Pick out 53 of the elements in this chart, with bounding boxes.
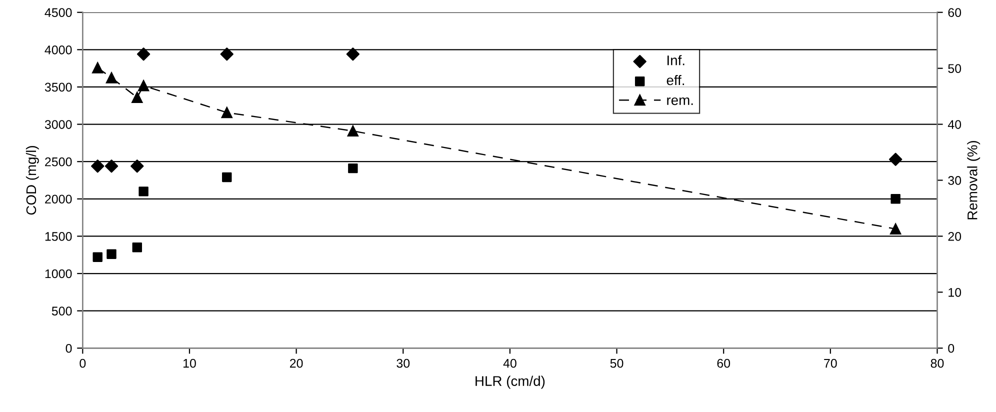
point (890, 223, 902, 234)
y2-tick-label: 20 (948, 232, 962, 241)
point (92, 252, 102, 262)
y2-tick-label: 40 (948, 120, 962, 129)
point (347, 125, 358, 137)
y2-tick-label: 10 (948, 288, 962, 297)
point (222, 172, 232, 182)
point (132, 242, 142, 252)
y-axis-title: COD (mg/l) (26, 146, 39, 215)
legend-label: Inf. (668, 55, 684, 66)
point (138, 186, 148, 196)
x-tick-label: 20 (290, 358, 303, 368)
point (106, 72, 118, 84)
point (92, 62, 104, 74)
y-tick-label: 2000 (45, 194, 72, 204)
point (91, 159, 104, 173)
x-tick-label: 0 (80, 358, 86, 368)
point (348, 163, 358, 174)
y-tick-label: 2500 (45, 157, 72, 166)
x-tick-label: 60 (717, 358, 730, 368)
legend-label: eff. (666, 74, 684, 86)
y2-axis-title: Removal (%) (967, 140, 980, 220)
point (346, 48, 360, 61)
point (132, 92, 143, 103)
x-tick-label: 40 (503, 358, 516, 368)
point (106, 249, 116, 259)
y-tick-label: 3000 (44, 120, 72, 129)
y-tick-label: 3500 (44, 82, 72, 92)
x-tick-label: 30 (396, 358, 410, 368)
x-tick-label: 80 (930, 358, 944, 368)
y2-tick-label: 30 (948, 176, 962, 185)
y-tick-label: 0 (66, 344, 72, 353)
x-tick-label: 50 (610, 358, 624, 368)
y-tick-label: 4500 (44, 8, 72, 18)
point (888, 152, 902, 166)
y2-tick-label: 50 (948, 64, 962, 73)
x-tick-label: 70 (824, 358, 837, 368)
y2-tick-label: 60 (948, 8, 962, 18)
point (138, 80, 150, 92)
legend-label: rem. (667, 97, 693, 106)
y-tick-label: 4000 (44, 45, 72, 54)
y2-tick-label: 0 (948, 344, 954, 353)
x-tick-label: 10 (183, 358, 196, 368)
point (221, 106, 232, 118)
y-tick-label: 1000 (45, 269, 72, 278)
point (890, 194, 900, 204)
y-tick-label: 500 (52, 306, 72, 316)
point (130, 159, 144, 173)
point (136, 48, 150, 61)
x-axis-title: HLR (cm/d) (476, 376, 545, 389)
y-tick-label: 1500 (45, 232, 72, 241)
point (104, 159, 118, 173)
point (220, 48, 234, 61)
